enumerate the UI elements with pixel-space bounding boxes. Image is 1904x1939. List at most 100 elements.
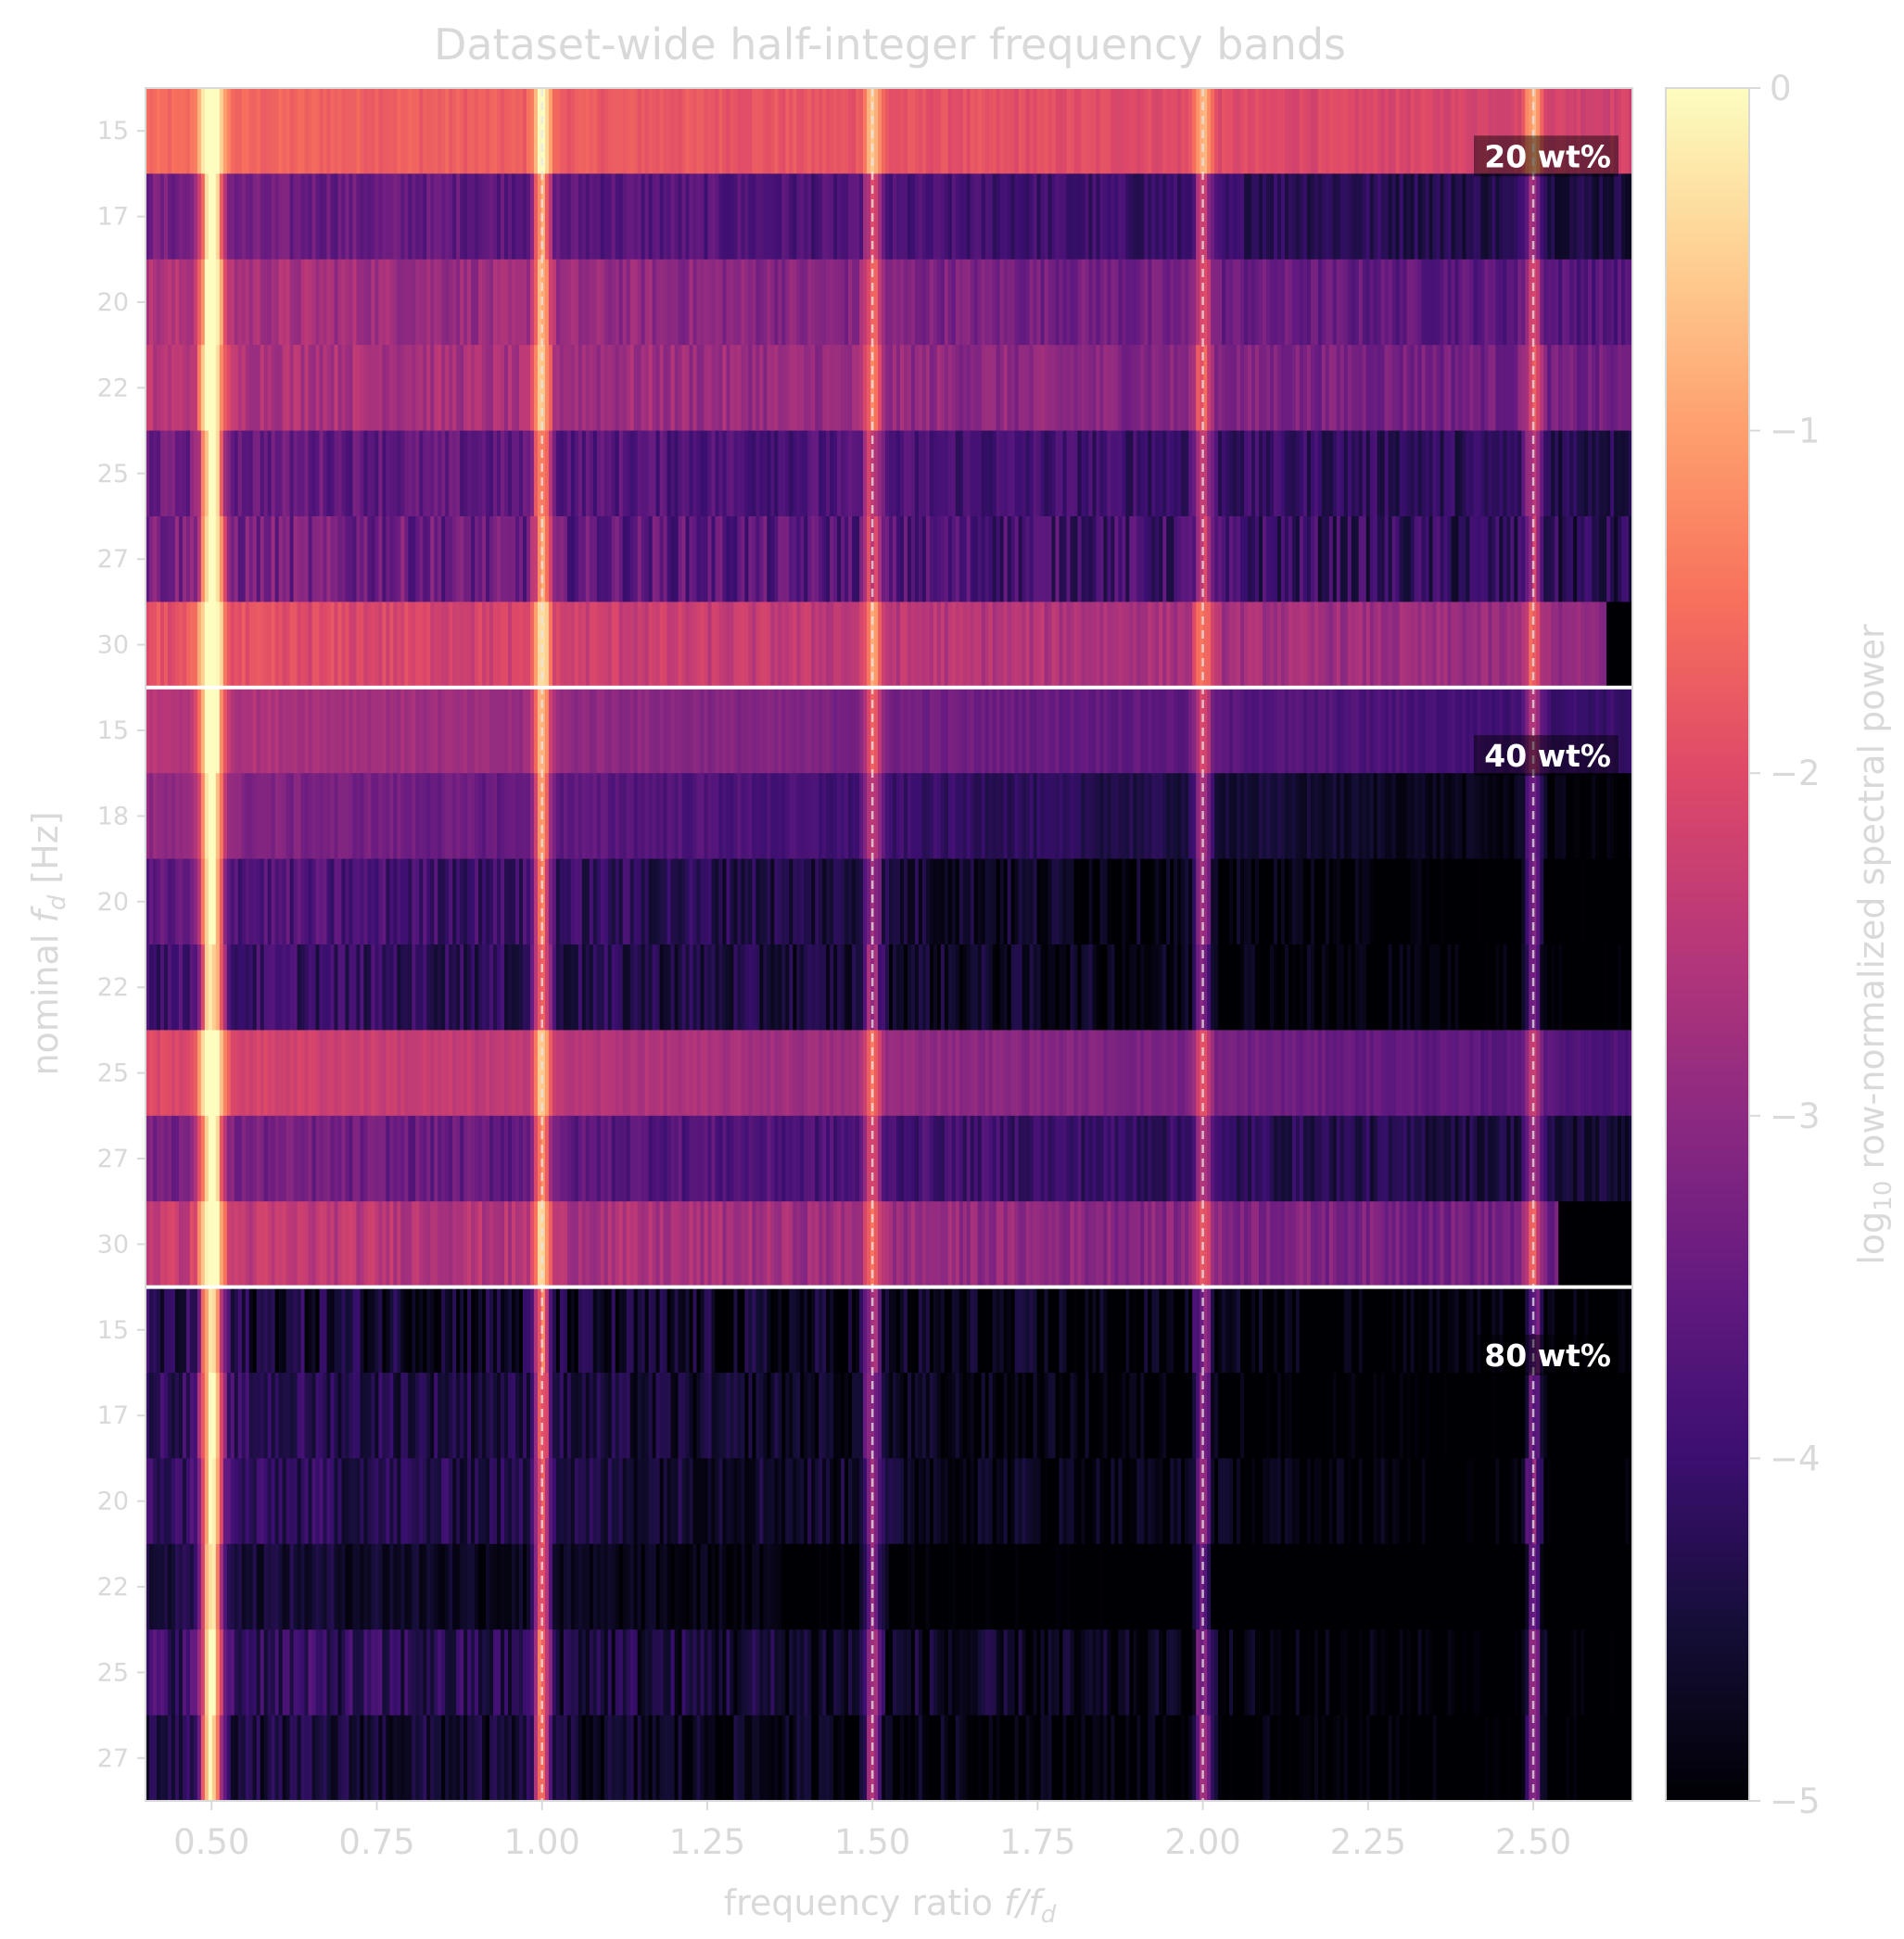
heatmap-cell — [852, 430, 857, 517]
heatmap-cell — [1477, 173, 1482, 260]
heatmap-cell — [1577, 173, 1581, 260]
heatmap-cell — [763, 88, 768, 174]
heatmap-cell — [286, 259, 291, 346]
heatmap-cell — [833, 345, 838, 432]
heatmap-cell — [859, 345, 864, 432]
heatmap-cell — [1203, 516, 1208, 602]
heatmap-cell — [1314, 602, 1319, 689]
heatmap-cell — [796, 173, 801, 260]
heatmap-cell — [596, 773, 602, 860]
heatmap-cell — [1033, 88, 1038, 174]
heatmap-cell — [1466, 88, 1471, 174]
heatmap-cell — [1466, 173, 1471, 260]
heatmap-cell — [337, 430, 343, 517]
heatmap-cell — [412, 88, 416, 174]
heatmap-cell — [804, 516, 808, 602]
heatmap-cell — [152, 602, 158, 689]
heatmap-cell — [482, 1115, 487, 1202]
heatmap-cell — [1395, 345, 1401, 432]
heatmap-cell — [1436, 1030, 1441, 1117]
heatmap-cell — [988, 345, 994, 432]
heatmap-cell — [844, 944, 849, 1031]
heatmap-cell — [452, 173, 457, 260]
heatmap-cell — [603, 259, 609, 346]
heatmap-cell — [947, 516, 953, 602]
heatmap-cell — [1269, 259, 1275, 346]
heatmap-cell — [977, 602, 983, 689]
heatmap-cell — [1092, 602, 1098, 689]
heatmap-cell — [526, 259, 531, 346]
heatmap-cell — [1436, 773, 1441, 860]
heatmap-cell — [434, 687, 438, 774]
heatmap-cell — [737, 602, 742, 689]
heatmap-cell — [748, 173, 753, 260]
heatmap-cell — [637, 516, 642, 602]
heatmap-cell — [1170, 602, 1174, 689]
heatmap-cell — [1073, 687, 1079, 774]
heatmap-cell — [204, 88, 209, 174]
heatmap-cell — [1610, 687, 1615, 774]
heatmap-cell — [178, 516, 184, 602]
heatmap-cell — [1148, 345, 1152, 432]
heatmap-cell — [837, 773, 842, 860]
heatmap-cell — [555, 602, 561, 689]
heatmap-cell — [334, 88, 339, 174]
heatmap-cell — [863, 687, 868, 774]
heatmap-cell — [482, 430, 487, 517]
heatmap-cell — [230, 602, 235, 689]
heatmap-cell — [293, 687, 298, 774]
heatmap-cell — [992, 173, 997, 260]
heatmap-cell — [1614, 602, 1618, 689]
heatmap-cell — [859, 858, 864, 945]
heatmap-cell — [1506, 858, 1511, 945]
heatmap-cell — [1547, 858, 1552, 945]
heatmap-cell — [804, 430, 808, 517]
heatmap-cell — [463, 858, 468, 945]
heatmap-cell — [178, 88, 184, 174]
heatmap-cell — [174, 88, 180, 174]
heatmap-cell — [977, 687, 983, 774]
heatmap-cell — [1237, 1030, 1241, 1117]
heatmap-cell — [400, 773, 405, 860]
heatmap-cell — [1214, 173, 1219, 260]
heatmap-cell — [174, 687, 180, 774]
heatmap-cell — [633, 430, 639, 517]
heatmap-cell — [804, 602, 808, 689]
heatmap-cell — [1473, 516, 1479, 602]
heatmap-cell — [899, 858, 905, 945]
heatmap-cell — [903, 858, 908, 945]
heatmap-cell — [1584, 430, 1589, 517]
heatmap-cell — [363, 858, 368, 945]
heatmap-cell — [1414, 858, 1419, 945]
heatmap-cell — [910, 259, 916, 346]
heatmap-cell — [878, 687, 882, 774]
heatmap-cell — [674, 173, 679, 260]
heatmap-cell — [611, 687, 616, 774]
heatmap-cell — [475, 259, 479, 346]
heatmap-cell — [193, 773, 198, 860]
heatmap-cell — [648, 602, 654, 689]
heatmap-cell — [1014, 173, 1020, 260]
heatmap-cell — [234, 88, 239, 174]
heatmap-cell — [1010, 602, 1016, 689]
heatmap-cell — [744, 858, 749, 945]
heatmap-cell — [1618, 602, 1622, 689]
heatmap-cell — [707, 430, 713, 517]
heatmap-cell — [778, 259, 782, 346]
heatmap-cell — [341, 687, 347, 774]
heatmap-cell — [252, 602, 258, 689]
heatmap-cell — [1558, 88, 1563, 174]
heatmap-cell — [1280, 687, 1286, 774]
heatmap-cell — [696, 345, 702, 432]
heatmap-cell — [1148, 602, 1152, 689]
heatmap-cell — [526, 1030, 531, 1117]
heatmap-cell — [603, 345, 609, 432]
heatmap-cell — [215, 944, 221, 1031]
heatmap-cell — [356, 88, 362, 174]
heatmap-cell — [1540, 858, 1544, 945]
heatmap-cell — [1410, 516, 1415, 602]
heatmap-cell — [1284, 602, 1289, 689]
heatmap-cell — [248, 345, 254, 432]
heatmap-cell — [596, 1030, 602, 1117]
heatmap-cell — [1588, 88, 1593, 174]
